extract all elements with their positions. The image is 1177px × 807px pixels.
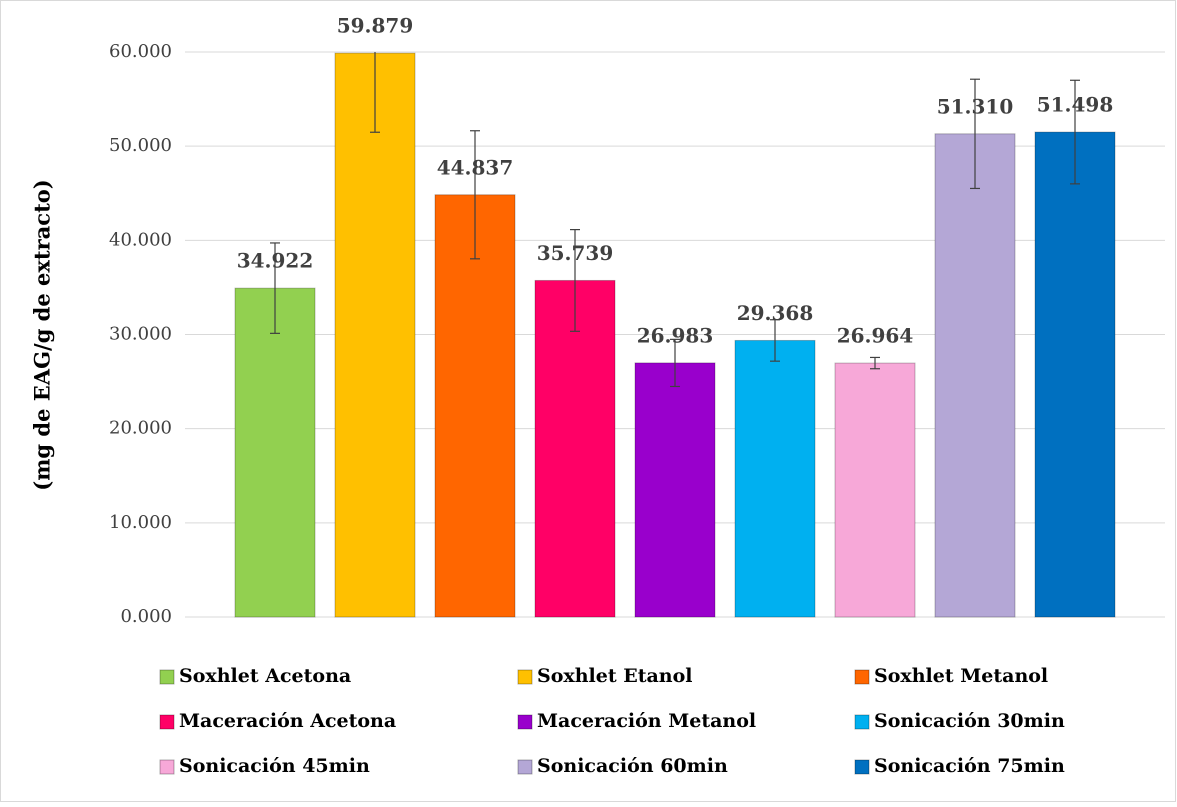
bar bbox=[634, 362, 716, 618]
error-bar bbox=[270, 242, 280, 334]
legend-swatch bbox=[854, 669, 870, 685]
data-label: 59.879 bbox=[337, 14, 414, 38]
legend-label: Soxhlet Etanol bbox=[537, 665, 693, 687]
legend-swatch bbox=[159, 714, 175, 730]
data-label: 29.368 bbox=[737, 301, 814, 325]
legend-swatch bbox=[517, 714, 533, 730]
bar bbox=[234, 287, 316, 618]
error-bar bbox=[870, 356, 880, 370]
legend-label: Sonicación 30min bbox=[874, 710, 1065, 732]
y-tick-label: 0.000 bbox=[120, 606, 172, 627]
data-label: 35.739 bbox=[537, 241, 614, 265]
error-bar bbox=[770, 319, 780, 362]
y-tick-label: 40.000 bbox=[109, 229, 172, 250]
legend-swatch bbox=[517, 759, 533, 775]
data-label: 26.964 bbox=[837, 324, 914, 348]
y-tick-label: 10.000 bbox=[109, 512, 172, 533]
error-bar bbox=[370, 52, 380, 133]
data-label: 51.310 bbox=[937, 94, 1014, 118]
y-tick-label: 20.000 bbox=[109, 418, 172, 439]
legend-swatch bbox=[517, 669, 533, 685]
bar bbox=[434, 194, 516, 618]
error-bar bbox=[970, 78, 980, 190]
error-bar bbox=[1070, 79, 1080, 185]
error-bar bbox=[670, 338, 680, 388]
legend-label: Maceración Acetona bbox=[179, 710, 396, 732]
legend-label: Soxhlet Metanol bbox=[874, 665, 1048, 687]
data-label: 44.837 bbox=[437, 155, 514, 179]
bar bbox=[1034, 131, 1116, 618]
legend-label: Maceración Metanol bbox=[537, 710, 756, 732]
legend-swatch bbox=[159, 669, 175, 685]
data-label: 34.922 bbox=[237, 249, 314, 273]
y-tick-label: 60.000 bbox=[109, 41, 172, 62]
legend-label: Sonicación 45min bbox=[179, 755, 370, 777]
legend-label: Soxhlet Acetona bbox=[179, 665, 351, 687]
legend-swatch bbox=[159, 759, 175, 775]
bar bbox=[834, 362, 916, 618]
y-tick-label: 50.000 bbox=[109, 135, 172, 156]
data-label: 51.498 bbox=[1037, 93, 1114, 117]
error-bar bbox=[470, 130, 480, 260]
legend-swatch bbox=[854, 759, 870, 775]
legend-swatch bbox=[854, 714, 870, 730]
y-axis-title: (mg de EAG/g de extracto) bbox=[30, 179, 55, 490]
y-tick-label: 30.000 bbox=[109, 324, 172, 345]
bar bbox=[534, 279, 616, 618]
error-bar bbox=[570, 229, 580, 332]
bar bbox=[934, 133, 1016, 618]
bar bbox=[734, 339, 816, 618]
legend-label: Sonicación 75min bbox=[874, 755, 1065, 777]
bar bbox=[334, 52, 416, 618]
data-label: 26.983 bbox=[637, 323, 714, 347]
legend-label: Sonicación 60min bbox=[537, 755, 728, 777]
plot-area bbox=[234, 52, 1116, 618]
